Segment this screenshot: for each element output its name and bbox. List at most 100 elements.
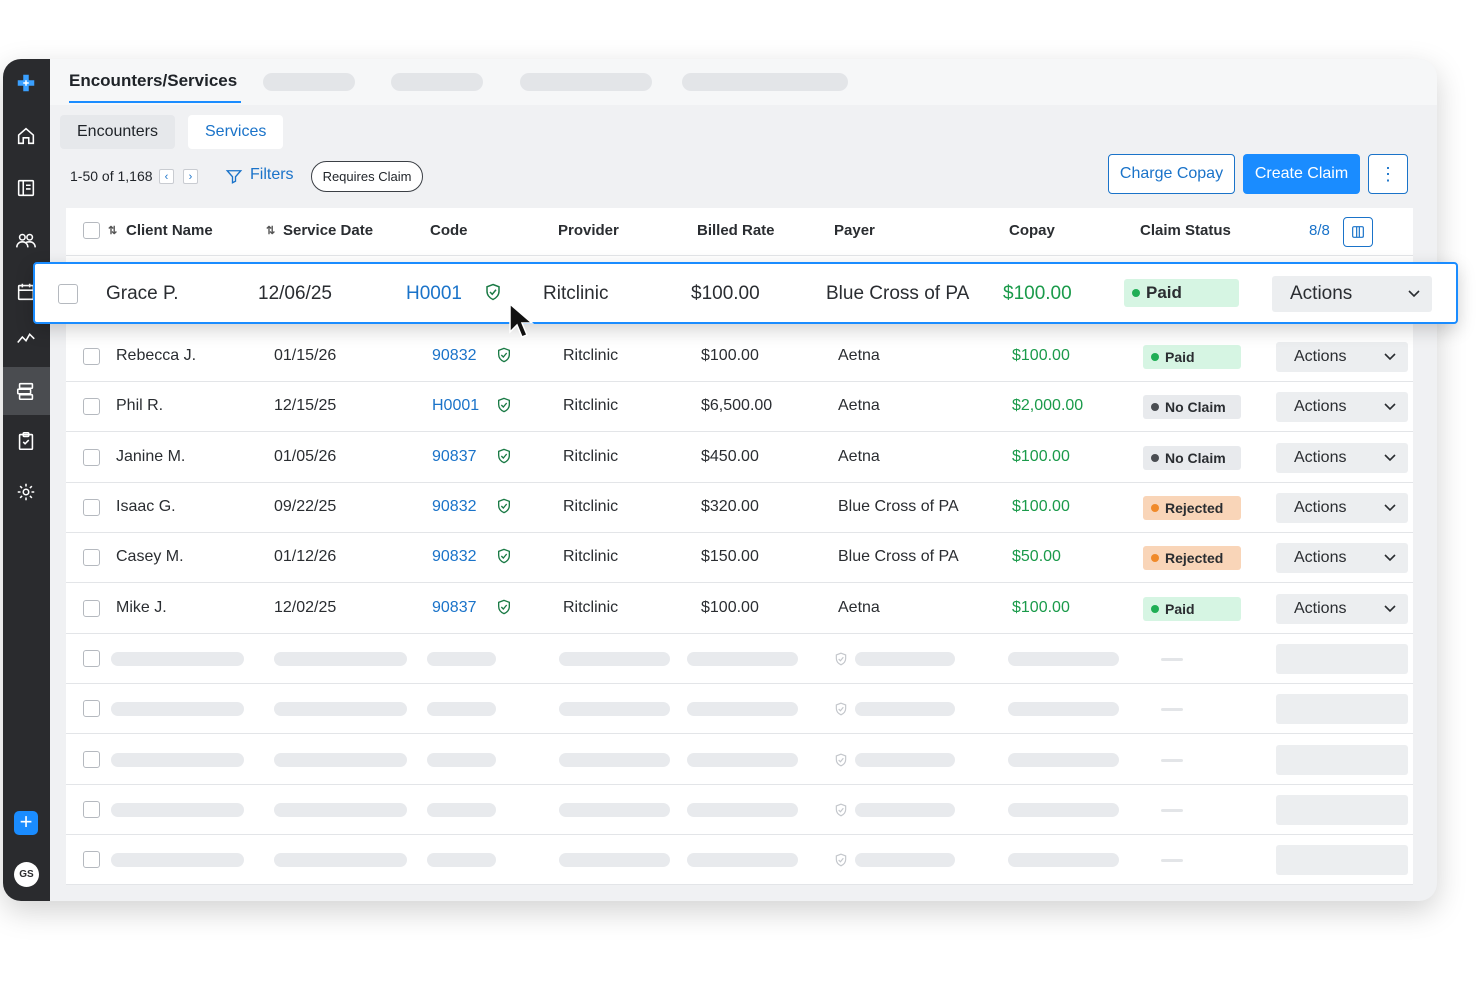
users-icon[interactable]	[14, 228, 38, 252]
subtab-services[interactable]: Services	[188, 115, 284, 149]
status-badge: Paid	[1143, 596, 1241, 621]
skeleton-bar	[274, 702, 407, 717]
plus-logo-icon[interactable]	[14, 71, 38, 95]
service-code-link[interactable]: 90837	[432, 447, 477, 465]
row-checkbox[interactable]	[83, 549, 100, 567]
row-checkbox[interactable]	[58, 284, 78, 304]
sort-icon[interactable]: ⇅	[266, 225, 276, 237]
tab-encounters-services[interactable]: Encounters/Services	[69, 71, 238, 90]
service-code-link[interactable]: 90832	[432, 548, 477, 566]
row-checkbox[interactable]	[83, 448, 100, 466]
column-service-date[interactable]: Service Date	[283, 222, 374, 239]
actions-dropdown[interactable]: Actions	[1276, 593, 1408, 624]
table-row[interactable]: Casey M. 01/12/26 90832 Ritclinic $150.00 Blu…	[66, 533, 1413, 584]
table-row[interactable]: Rebecca J. 01/15/26 90832 Ritclinic $100.00 A…	[66, 332, 1413, 382]
skeleton-bar	[1008, 652, 1119, 666]
row-checkbox[interactable]	[83, 800, 100, 818]
actions-dropdown[interactable]: Actions	[1276, 543, 1408, 574]
row-checkbox[interactable]	[83, 851, 100, 869]
filters-button[interactable]: Filters	[250, 166, 294, 183]
table-row[interactable]: Phil R. 12/15/25 H0001 Ritclinic $6,500.00 Ae…	[66, 382, 1413, 433]
skeleton-row	[66, 835, 1413, 886]
chevron-down-icon	[1384, 353, 1396, 361]
add-button[interactable]: +	[14, 811, 38, 835]
provider: Ritclinic	[563, 447, 619, 465]
skeleton-actions	[1276, 794, 1408, 825]
avatar[interactable]: GS	[14, 862, 39, 887]
columns-icon[interactable]	[1343, 217, 1373, 247]
skeleton-actions	[1276, 845, 1408, 876]
skeleton-bar	[111, 853, 244, 868]
clipboard-icon[interactable]	[14, 429, 38, 453]
skeleton-bar	[1008, 702, 1119, 717]
status-badge: Rejected	[1143, 546, 1241, 571]
more-options-button[interactable]: ⋮	[1368, 154, 1408, 194]
service-date: 01/05/26	[274, 447, 337, 465]
table-row[interactable]: Isaac G. 09/22/25 90832 Ritclinic $320.00 Blu…	[66, 483, 1413, 533]
row-checkbox[interactable]	[83, 650, 100, 667]
skeleton-bar	[855, 652, 955, 666]
service-date: 01/15/26	[274, 347, 337, 364]
skeleton-bar	[427, 802, 496, 817]
row-checkbox[interactable]	[83, 599, 100, 617]
billed-rate: $6,500.00	[701, 397, 773, 415]
requires-claim-chip[interactable]: Requires Claim	[311, 161, 423, 192]
billing-icon[interactable]	[14, 379, 38, 403]
skeleton-bar	[687, 702, 798, 717]
row-checkbox[interactable]	[83, 750, 100, 768]
highlighted-table-row[interactable]: Grace P. 12/06/25 H0001 Ritclinic $100.0…	[33, 262, 1458, 324]
skeleton-bar	[687, 853, 798, 868]
skeleton-bar	[427, 652, 496, 666]
provider: Ritclinic	[563, 548, 619, 566]
skeleton-bar	[855, 702, 955, 717]
service-code-link[interactable]: H0001	[406, 283, 462, 304]
actions-dropdown[interactable]: Actions	[1276, 492, 1408, 523]
row-checkbox[interactable]	[83, 348, 100, 365]
table-row[interactable]: Mike J. 12/02/25 90837 Ritclinic $100.00 Aetn…	[66, 584, 1413, 634]
service-code-link[interactable]: H0001	[432, 397, 480, 415]
row-checkbox[interactable]	[83, 498, 100, 516]
service-code-link[interactable]: 90832	[432, 347, 477, 364]
actions-dropdown[interactable]: Actions	[1276, 392, 1408, 423]
provider: Ritclinic	[563, 497, 619, 515]
shield-check-icon	[835, 853, 847, 867]
create-claim-button[interactable]: Create Claim	[1243, 154, 1360, 194]
row-checkbox[interactable]	[83, 398, 100, 416]
next-page-button[interactable]: ›	[183, 169, 198, 184]
copay: $100.00	[1012, 598, 1070, 616]
skeleton-bar	[111, 752, 244, 767]
row-checkbox[interactable]	[83, 700, 100, 718]
skeleton-bar	[1008, 802, 1119, 817]
actions-dropdown[interactable]: Actions	[1272, 276, 1432, 312]
book-icon[interactable]	[14, 176, 38, 200]
prev-page-button[interactable]: ‹	[159, 169, 174, 184]
sort-icon[interactable]: ⇅	[108, 225, 118, 237]
service-code-link[interactable]: 90832	[432, 497, 477, 515]
copay: $2,000.00	[1012, 397, 1084, 415]
table-row[interactable]: Janine M. 01/05/26 90837 Ritclinic $450.00 Ae…	[66, 433, 1413, 483]
skeleton-bar	[559, 702, 670, 717]
analytics-icon[interactable]	[14, 325, 38, 349]
skeleton-bar	[274, 752, 407, 767]
subtab-encounters[interactable]: Encounters	[60, 115, 175, 149]
column-payer: Payer	[834, 222, 875, 239]
filter-icon[interactable]	[225, 167, 243, 185]
actions-dropdown[interactable]: Actions	[1276, 342, 1408, 372]
shield-check-icon	[498, 599, 510, 614]
status-badge: No Claim	[1143, 395, 1241, 420]
home-icon[interactable]	[14, 124, 38, 148]
gear-icon[interactable]	[14, 480, 38, 504]
column-client-name[interactable]: Client Name	[126, 222, 213, 239]
copay: $100.00	[1012, 447, 1070, 465]
service-date: 09/22/25	[274, 497, 337, 515]
skeleton-row	[66, 684, 1413, 735]
client-name: Casey M.	[116, 548, 184, 566]
service-code-link[interactable]: 90837	[432, 598, 477, 616]
select-all-checkbox[interactable]	[83, 222, 100, 239]
skeleton-bar	[274, 853, 407, 868]
skeleton-actions	[1276, 694, 1408, 725]
payer: Aetna	[838, 447, 880, 465]
actions-dropdown[interactable]: Actions	[1276, 442, 1408, 473]
charge-copay-button[interactable]: Charge Copay	[1108, 154, 1235, 194]
service-date: 12/02/25	[274, 598, 337, 616]
